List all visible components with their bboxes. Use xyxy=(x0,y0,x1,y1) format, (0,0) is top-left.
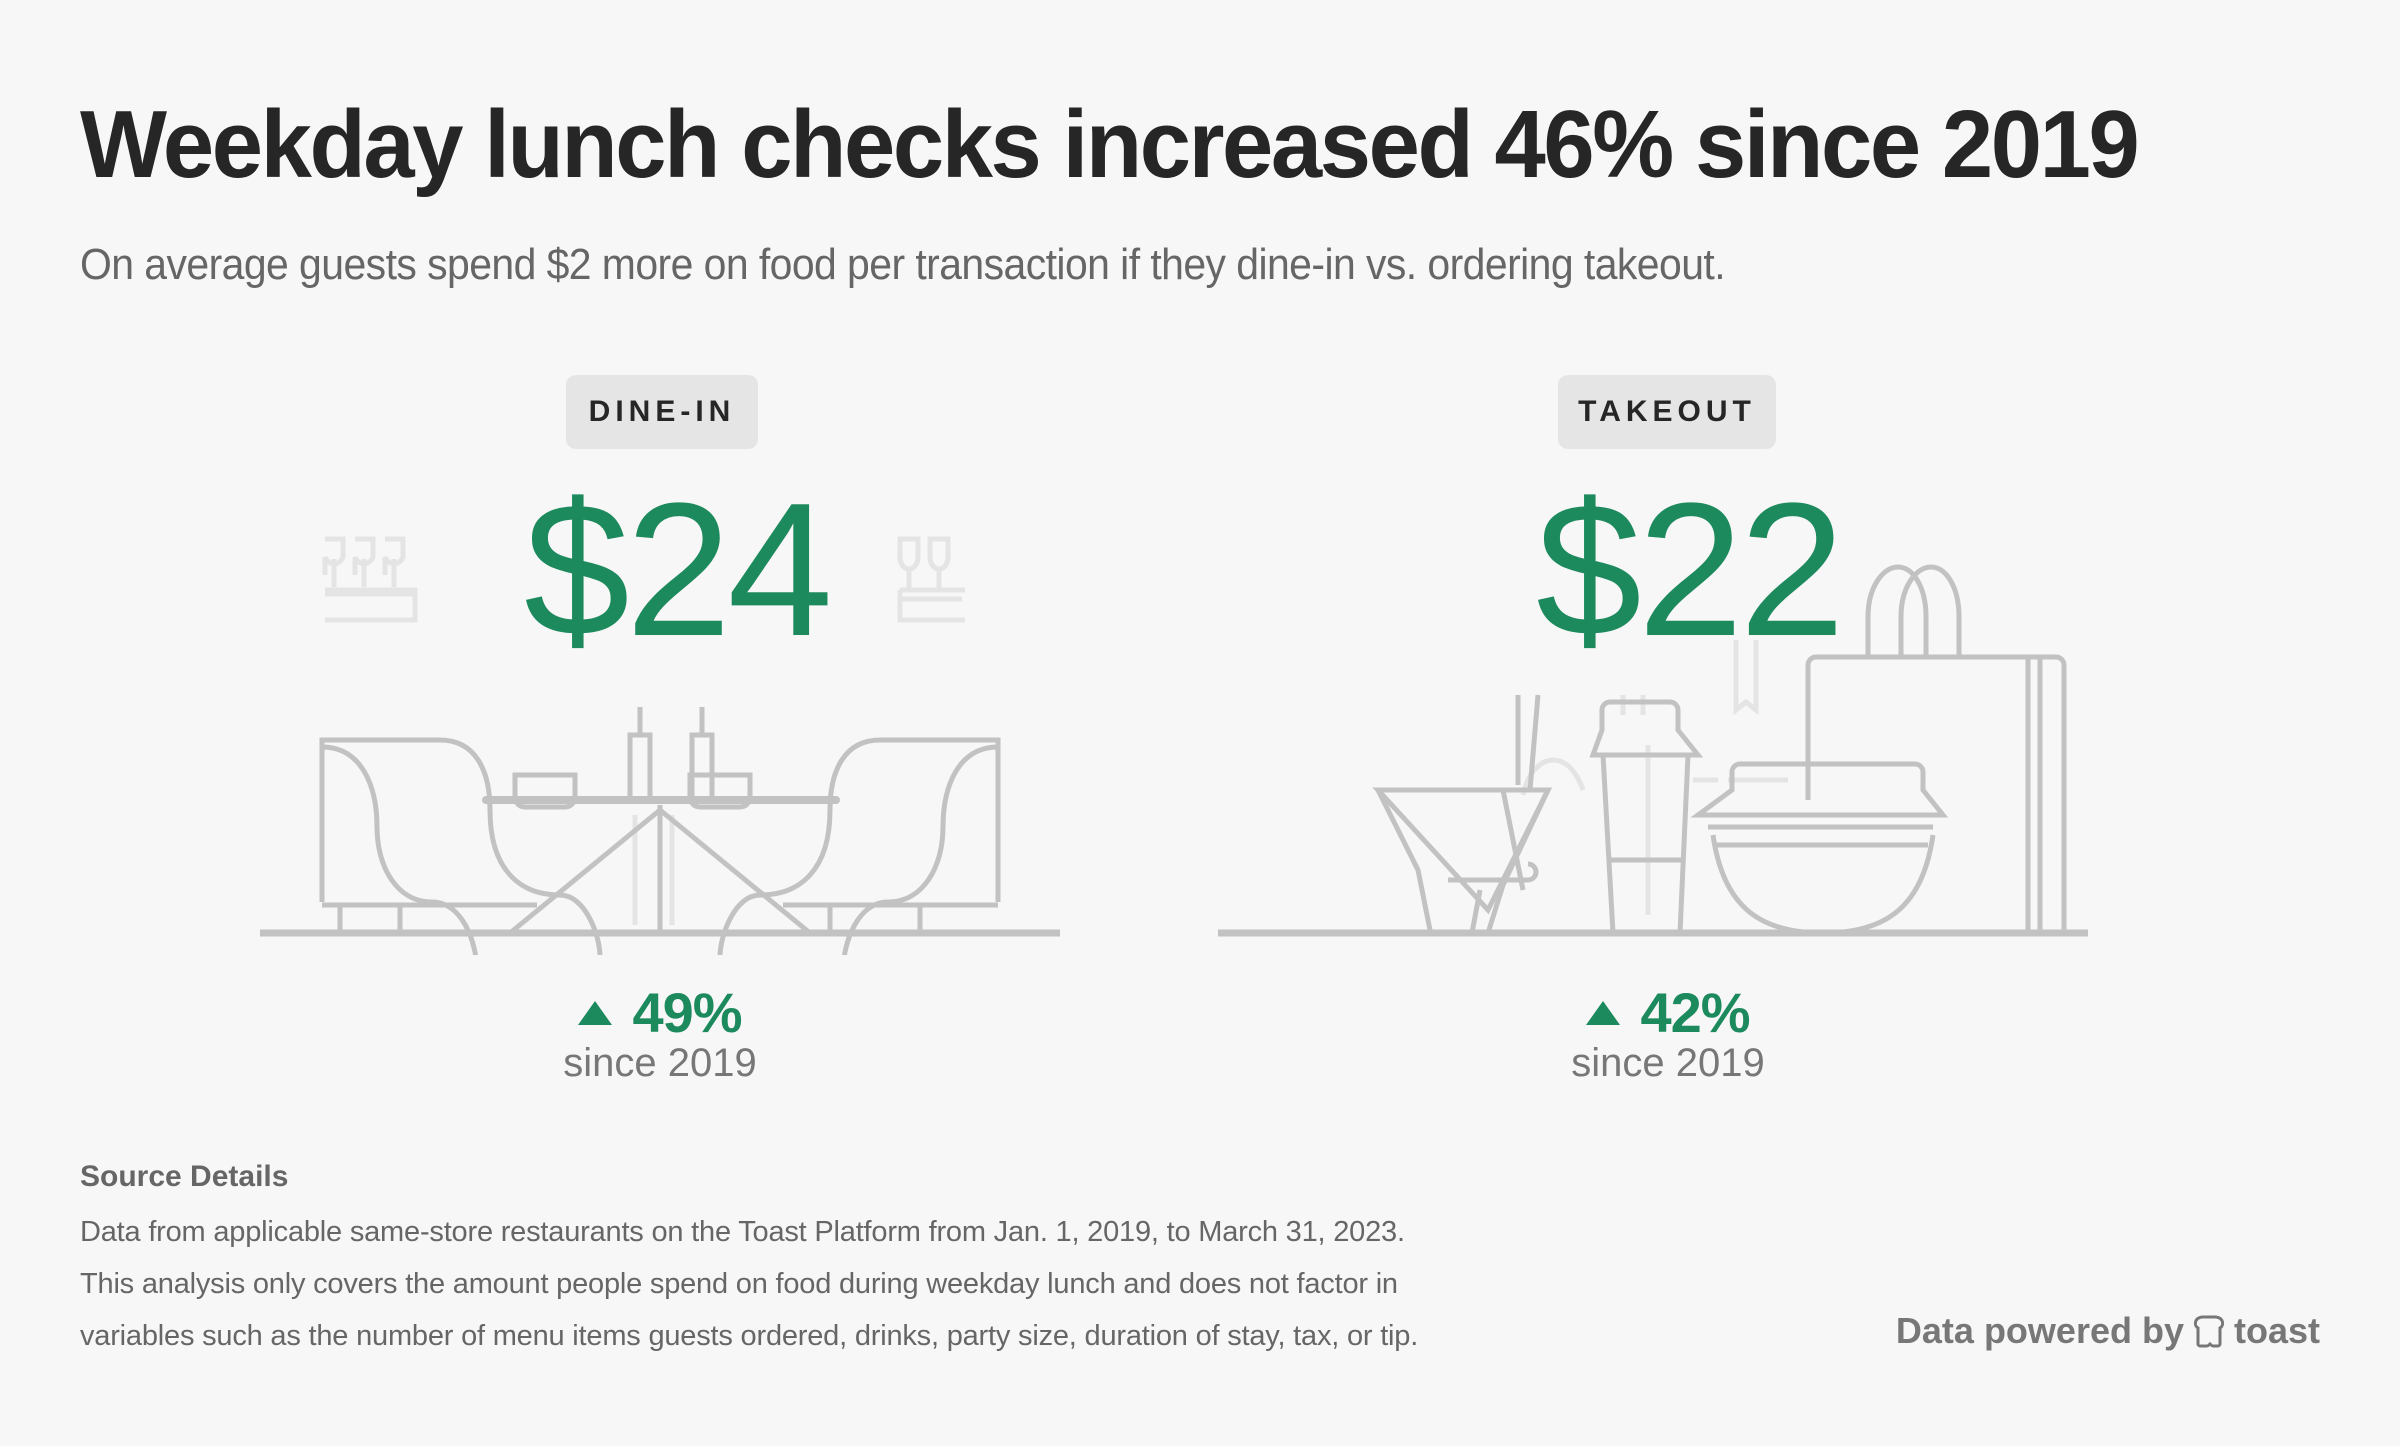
dine-in-price: $24 xyxy=(524,464,833,676)
powered-by: Data powered by toast xyxy=(1896,1310,2320,1352)
source-line: Data from applicable same-store restaura… xyxy=(80,1216,1405,1248)
dine-in-label: DINE-IN xyxy=(566,375,758,449)
source-line: This analysis only covers the amount peo… xyxy=(80,1268,1398,1300)
takeout-change-value: 42% xyxy=(1640,981,1750,1044)
dine-in-change-caption: since 2019 xyxy=(563,1041,757,1085)
dine-in-change: 49% since 2019 xyxy=(210,980,1110,1086)
source-details: Source Details Data from applicable same… xyxy=(80,1160,1580,1362)
up-triangle-icon xyxy=(1586,1000,1621,1025)
takeout-label: TAKEOUT xyxy=(1558,375,1776,449)
page-title: Weekday lunch checks increased 46% since… xyxy=(80,91,2140,198)
page-subtitle: On average guests spend $2 more on food … xyxy=(80,240,1726,289)
takeout-change: 42% since 2019 xyxy=(1218,980,2118,1086)
takeout-bags-icon xyxy=(1218,564,2088,937)
dine-in-change-value: 49% xyxy=(632,981,742,1044)
brand-name: toast xyxy=(2233,1310,2320,1351)
source-heading: Source Details xyxy=(80,1160,289,1193)
up-triangle-icon xyxy=(578,1000,613,1025)
source-line: variables such as the number of menu ite… xyxy=(80,1320,1419,1352)
toast-logo-icon xyxy=(2193,1315,2225,1348)
powered-by-label: Data powered by xyxy=(1895,1310,2184,1351)
takeout-change-caption: since 2019 xyxy=(1571,1041,1765,1085)
takeout-price: $22 xyxy=(1536,464,1845,676)
dining-table-icon xyxy=(260,536,1060,955)
